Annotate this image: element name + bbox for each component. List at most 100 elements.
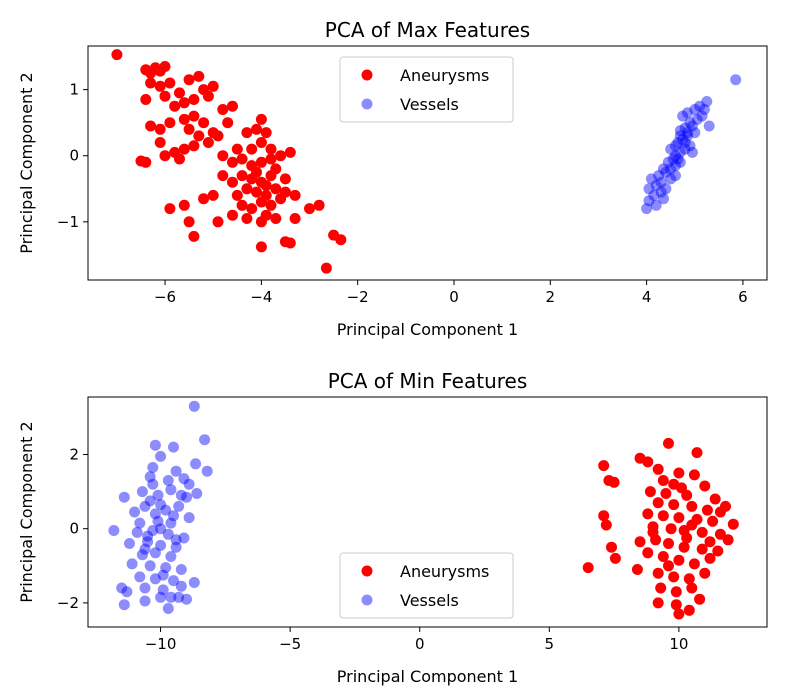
data-point	[155, 499, 167, 511]
x-tick-label: 0	[415, 635, 425, 653]
data-point	[684, 117, 696, 129]
data-point	[145, 120, 157, 132]
data-point	[188, 94, 200, 105]
data-point	[183, 478, 195, 490]
data-point	[667, 153, 679, 165]
data-point	[231, 143, 243, 155]
data-point	[212, 130, 224, 142]
data-point	[650, 199, 662, 211]
data-point	[227, 100, 238, 112]
data-point	[162, 528, 174, 540]
min-features-panel: PCA of Min Features −10 −5 0 5 10 −2 0 2 Principa…	[17, 369, 768, 686]
x-tick-label: 4	[642, 288, 652, 306]
data-point	[174, 153, 185, 165]
data-point	[136, 486, 148, 498]
data-point	[139, 500, 151, 512]
data-point	[140, 156, 152, 168]
data-point	[212, 216, 224, 228]
data-point	[631, 564, 643, 575]
data-point	[284, 146, 296, 158]
data-point	[147, 478, 159, 490]
data-point	[652, 567, 664, 579]
data-point	[139, 543, 151, 555]
data-point	[183, 74, 195, 86]
data-point	[118, 599, 130, 611]
data-point	[689, 104, 701, 115]
data-point	[652, 497, 664, 509]
data-point	[686, 519, 698, 531]
x-tick-label: −6	[154, 288, 176, 306]
data-point	[157, 584, 169, 596]
data-point	[701, 504, 713, 516]
data-point	[655, 186, 667, 198]
data-point	[144, 495, 156, 507]
data-point	[142, 536, 154, 548]
data-point	[160, 562, 172, 574]
data-point	[683, 604, 695, 616]
data-point	[142, 530, 154, 542]
data-point	[648, 189, 660, 201]
data-point	[255, 156, 267, 168]
data-point	[175, 564, 187, 575]
data-point	[236, 199, 248, 211]
data-point	[304, 203, 315, 215]
data-point	[634, 536, 646, 548]
data-point	[147, 462, 159, 473]
data-point	[170, 541, 182, 553]
data-point	[241, 213, 253, 224]
data-point	[191, 488, 203, 499]
data-point	[696, 526, 708, 538]
data-point	[275, 150, 287, 162]
x-axis-label: Principal Component 1	[337, 667, 518, 686]
data-point	[677, 133, 689, 145]
data-point	[653, 170, 665, 182]
data-point	[673, 554, 685, 566]
data-point	[674, 130, 686, 142]
data-point	[674, 156, 686, 168]
data-point	[145, 77, 157, 89]
x-tick-label: 2	[546, 288, 556, 306]
data-point	[658, 163, 669, 175]
data-point	[696, 543, 708, 555]
data-point	[164, 117, 176, 129]
plot-frame	[87, 45, 768, 281]
data-point	[655, 582, 667, 594]
data-point	[251, 123, 262, 135]
data-point	[657, 510, 669, 522]
data-point	[160, 504, 172, 516]
data-point	[665, 143, 677, 155]
data-point	[694, 593, 706, 605]
data-point	[683, 573, 695, 585]
data-point	[663, 538, 674, 549]
data-point	[670, 150, 681, 162]
data-point	[164, 77, 176, 89]
data-point	[217, 170, 229, 182]
data-point	[609, 552, 621, 564]
y-tick-label: −1	[57, 213, 79, 231]
legend-box	[339, 552, 514, 619]
data-point	[236, 153, 248, 165]
data-point	[662, 156, 674, 168]
data-point	[704, 552, 716, 564]
series-vessels	[641, 74, 742, 215]
data-point	[188, 230, 200, 242]
data-point	[707, 515, 719, 527]
data-point	[704, 536, 716, 548]
x-tick-label: 6	[738, 288, 748, 306]
legend-marker	[361, 98, 373, 110]
data-point	[682, 127, 693, 139]
data-point	[165, 517, 177, 529]
data-point	[173, 591, 185, 603]
data-point	[188, 577, 200, 588]
data-point	[598, 510, 610, 522]
data-point	[727, 518, 739, 530]
data-point	[678, 541, 690, 553]
data-point	[116, 582, 128, 594]
data-point	[198, 117, 210, 129]
data-point	[169, 100, 181, 112]
data-point	[198, 193, 210, 205]
data-point	[644, 486, 656, 498]
y-tick-label: 1	[69, 81, 79, 99]
data-point	[699, 480, 711, 492]
data-point	[686, 582, 698, 594]
